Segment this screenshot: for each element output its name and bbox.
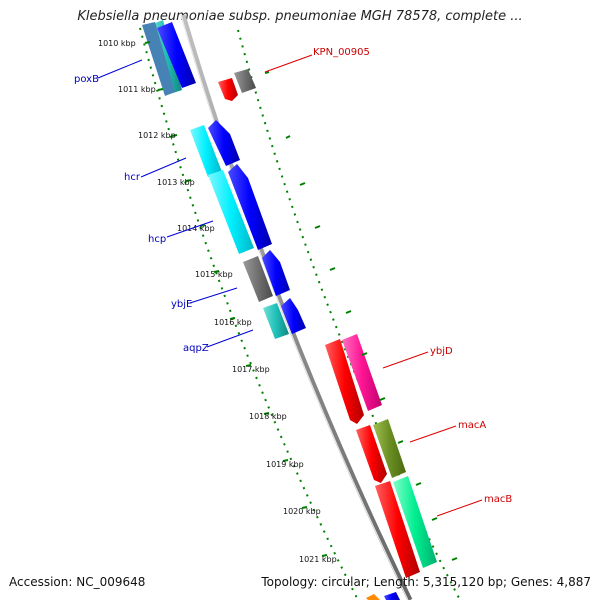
tick-label: 1012 kbp [138, 131, 176, 140]
gene-label-ybjD: ybjD [430, 346, 453, 357]
gene-label-macB: macB [484, 494, 512, 505]
gene-macA-olive [373, 419, 406, 478]
gene-ybjE-gray [243, 256, 273, 302]
gene-label-aqpZ: aqpZ [183, 343, 209, 354]
gene-ybjD-magenta [342, 334, 382, 411]
gene-ybjD-red [325, 339, 364, 424]
outer-ticks [264, 71, 458, 561]
right-gene-labels: KPN_00905 ybjD macA macB [264, 47, 512, 517]
gene-label-poxB: poxB [74, 74, 99, 85]
gene-label-ybjE: ybjE [171, 299, 192, 310]
gene-bottom-orange [366, 594, 380, 600]
tick-label: 1021 kbp [299, 555, 337, 564]
gene-aqpZ-teal [263, 303, 289, 339]
tick-label: 1015 kbp [195, 270, 233, 279]
gene-ybjE-blue [262, 250, 290, 296]
accession-text: Accession: NC_009648 [9, 575, 146, 589]
gene-label-hcr: hcr [124, 172, 141, 183]
tick-label: 1013 kbp [157, 178, 195, 187]
tick-label: 1014 kbp [177, 224, 215, 233]
tick-guide-inner [139, 27, 359, 600]
tick-label: 1017 kbp [232, 365, 270, 374]
tick-label: 1010 kbp [98, 39, 136, 48]
gene-hcp-cyan [208, 170, 254, 254]
gene-hcr-blue [208, 120, 240, 166]
gene-aqpZ-blue [281, 298, 306, 334]
tick-label: 1019 kbp [266, 460, 304, 469]
gene-label-macA: macA [458, 420, 486, 431]
tick-label: 1011 kbp [118, 85, 156, 94]
tick-label: 1016 kbp [214, 318, 252, 327]
tick-label: 1020 kbp [283, 507, 321, 516]
inner-ticks [144, 41, 328, 557]
gene-KPN_00905-red [218, 78, 238, 101]
gene-macA-red [356, 425, 387, 483]
backbone-highlight [180, 14, 409, 600]
gene-hcp-blue [228, 164, 272, 250]
gene-label-hcp: hcp [148, 234, 166, 245]
gene-poxB-b [142, 22, 175, 96]
gene-macB-green [393, 476, 437, 568]
left-gene-labels: poxB hcr hcp ybjE aqpZ [74, 59, 254, 354]
summary-text: Topology: circular; Length: 5,315,120 bp… [261, 575, 591, 589]
gene-macB-red [375, 481, 420, 578]
gene-KPN_00905-gray [234, 69, 256, 93]
gene-label-KPN_00905: KPN_00905 [313, 47, 370, 58]
gene-bottom-blue [384, 592, 400, 600]
map-title: Klebsiella pneumoniae subsp. pneumoniae … [77, 9, 523, 24]
tick-labels: 1010 kbp 1011 kbp 1012 kbp 1013 kbp 1014… [98, 39, 337, 564]
gene-poxB-c [157, 22, 196, 88]
gene-hcr-cyan [190, 125, 222, 177]
tick-label: 1018 kbp [249, 412, 287, 421]
